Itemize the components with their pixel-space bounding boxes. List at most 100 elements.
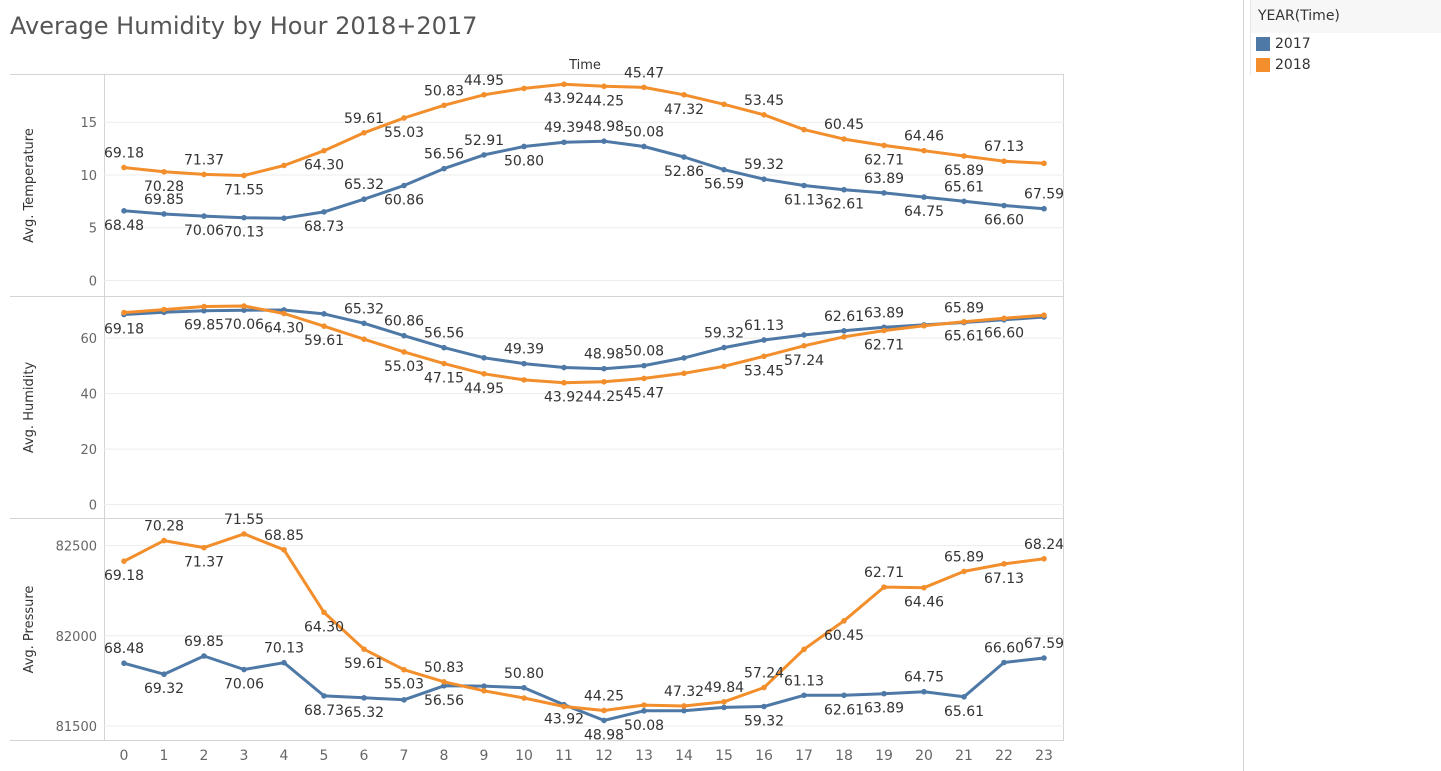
data-point-2017[interactable]	[401, 697, 407, 703]
data-point-2018[interactable]	[481, 370, 487, 377]
data-point-2017[interactable]	[441, 165, 447, 172]
data-point-2018[interactable]	[241, 531, 247, 537]
data-point-2017[interactable]	[721, 704, 727, 711]
data-point-2018[interactable]	[1001, 315, 1007, 322]
data-point-2018[interactable]	[1001, 158, 1007, 165]
data-point-2018[interactable]	[801, 126, 807, 133]
data-point-2018[interactable]	[441, 360, 447, 367]
data-point-2017[interactable]	[1041, 205, 1047, 212]
legend-item-2017[interactable]: 2017	[1256, 35, 1311, 53]
data-point-2018[interactable]	[721, 699, 727, 705]
data-point-2017[interactable]	[161, 211, 167, 217]
data-point-2018[interactable]	[161, 168, 167, 175]
data-point-2018[interactable]	[801, 342, 807, 349]
data-point-2017[interactable]	[441, 682, 447, 689]
data-point-2018[interactable]	[361, 646, 367, 652]
data-point-2017[interactable]	[241, 307, 247, 313]
data-point-2018[interactable]	[1041, 312, 1047, 319]
data-point-2017[interactable]	[921, 194, 927, 200]
data-point-2017[interactable]	[801, 332, 807, 338]
data-point-2017[interactable]	[401, 182, 407, 189]
data-point-2018[interactable]	[121, 164, 127, 171]
data-point-2018[interactable]	[201, 544, 207, 551]
data-point-2018[interactable]	[921, 147, 927, 154]
data-point-2017[interactable]	[161, 671, 167, 678]
data-point-2018[interactable]	[641, 375, 647, 382]
data-point-2017[interactable]	[681, 707, 687, 714]
data-point-2018[interactable]	[961, 568, 967, 575]
data-point-2018[interactable]	[401, 666, 407, 673]
data-point-2017[interactable]	[121, 208, 127, 214]
data-point-2017[interactable]	[961, 693, 967, 700]
data-point-2018[interactable]	[321, 323, 327, 329]
data-point-2018[interactable]	[281, 162, 287, 169]
data-point-2017[interactable]	[481, 152, 487, 158]
data-point-2017[interactable]	[441, 344, 447, 351]
data-point-2018[interactable]	[161, 537, 167, 544]
data-point-2017[interactable]	[201, 213, 207, 219]
data-point-2018[interactable]	[321, 609, 327, 616]
data-point-2017[interactable]	[561, 139, 567, 146]
data-point-2018[interactable]	[921, 322, 927, 329]
legend-title[interactable]: YEAR(Time)	[1258, 8, 1340, 24]
data-point-2018[interactable]	[881, 327, 887, 334]
data-point-2018[interactable]	[201, 303, 207, 310]
data-point-2017[interactable]	[761, 337, 767, 343]
data-point-2018[interactable]	[761, 353, 767, 360]
data-point-2017[interactable]	[521, 360, 527, 367]
data-point-2018[interactable]	[1001, 561, 1007, 567]
legend-item-2018[interactable]: 2018	[1256, 56, 1311, 74]
data-point-2018[interactable]	[721, 363, 727, 370]
data-point-2017[interactable]	[281, 659, 287, 666]
data-point-2018[interactable]	[561, 703, 567, 710]
data-point-2017[interactable]	[601, 138, 607, 144]
data-point-2018[interactable]	[281, 310, 287, 317]
data-point-2018[interactable]	[401, 349, 407, 355]
data-point-2017[interactable]	[841, 692, 847, 699]
data-point-2017[interactable]	[721, 166, 727, 173]
data-point-2018[interactable]	[521, 695, 527, 701]
data-point-2017[interactable]	[841, 186, 847, 193]
data-point-2018[interactable]	[441, 102, 447, 109]
data-point-2017[interactable]	[321, 209, 327, 215]
data-point-2017[interactable]	[401, 332, 407, 339]
data-point-2017[interactable]	[321, 693, 327, 699]
data-point-2018[interactable]	[521, 85, 527, 92]
data-point-2018[interactable]	[881, 584, 887, 590]
data-point-2018[interactable]	[561, 379, 567, 386]
data-point-2018[interactable]	[761, 684, 767, 691]
data-point-2018[interactable]	[521, 377, 527, 383]
data-point-2018[interactable]	[681, 703, 687, 709]
data-point-2018[interactable]	[561, 81, 567, 88]
data-point-2017[interactable]	[561, 364, 567, 371]
data-point-2018[interactable]	[161, 306, 167, 313]
data-point-2017[interactable]	[801, 182, 807, 189]
data-point-2018[interactable]	[841, 618, 847, 624]
data-point-2017[interactable]	[241, 214, 247, 221]
data-point-2017[interactable]	[961, 198, 967, 205]
data-point-2017[interactable]	[1041, 655, 1047, 661]
data-point-2018[interactable]	[361, 336, 367, 342]
data-point-2017[interactable]	[921, 688, 927, 695]
data-point-2018[interactable]	[361, 129, 367, 136]
data-point-2018[interactable]	[481, 91, 487, 98]
data-point-2018[interactable]	[241, 303, 247, 309]
data-point-2017[interactable]	[201, 653, 207, 659]
data-point-2017[interactable]	[641, 708, 647, 714]
data-point-2018[interactable]	[841, 334, 847, 340]
data-point-2017[interactable]	[521, 684, 527, 691]
data-point-2017[interactable]	[841, 328, 847, 334]
data-point-2018[interactable]	[1041, 556, 1047, 562]
data-point-2018[interactable]	[321, 147, 327, 154]
data-point-2018[interactable]	[441, 678, 447, 685]
data-point-2018[interactable]	[681, 370, 687, 377]
data-point-2017[interactable]	[881, 690, 887, 697]
data-point-2018[interactable]	[241, 172, 247, 179]
data-point-2018[interactable]	[921, 584, 927, 591]
data-point-2018[interactable]	[481, 688, 487, 694]
data-point-2017[interactable]	[761, 176, 767, 182]
data-point-2017[interactable]	[601, 717, 607, 724]
data-point-2018[interactable]	[121, 309, 127, 316]
data-point-2017[interactable]	[201, 307, 207, 314]
data-point-2017[interactable]	[361, 695, 367, 701]
